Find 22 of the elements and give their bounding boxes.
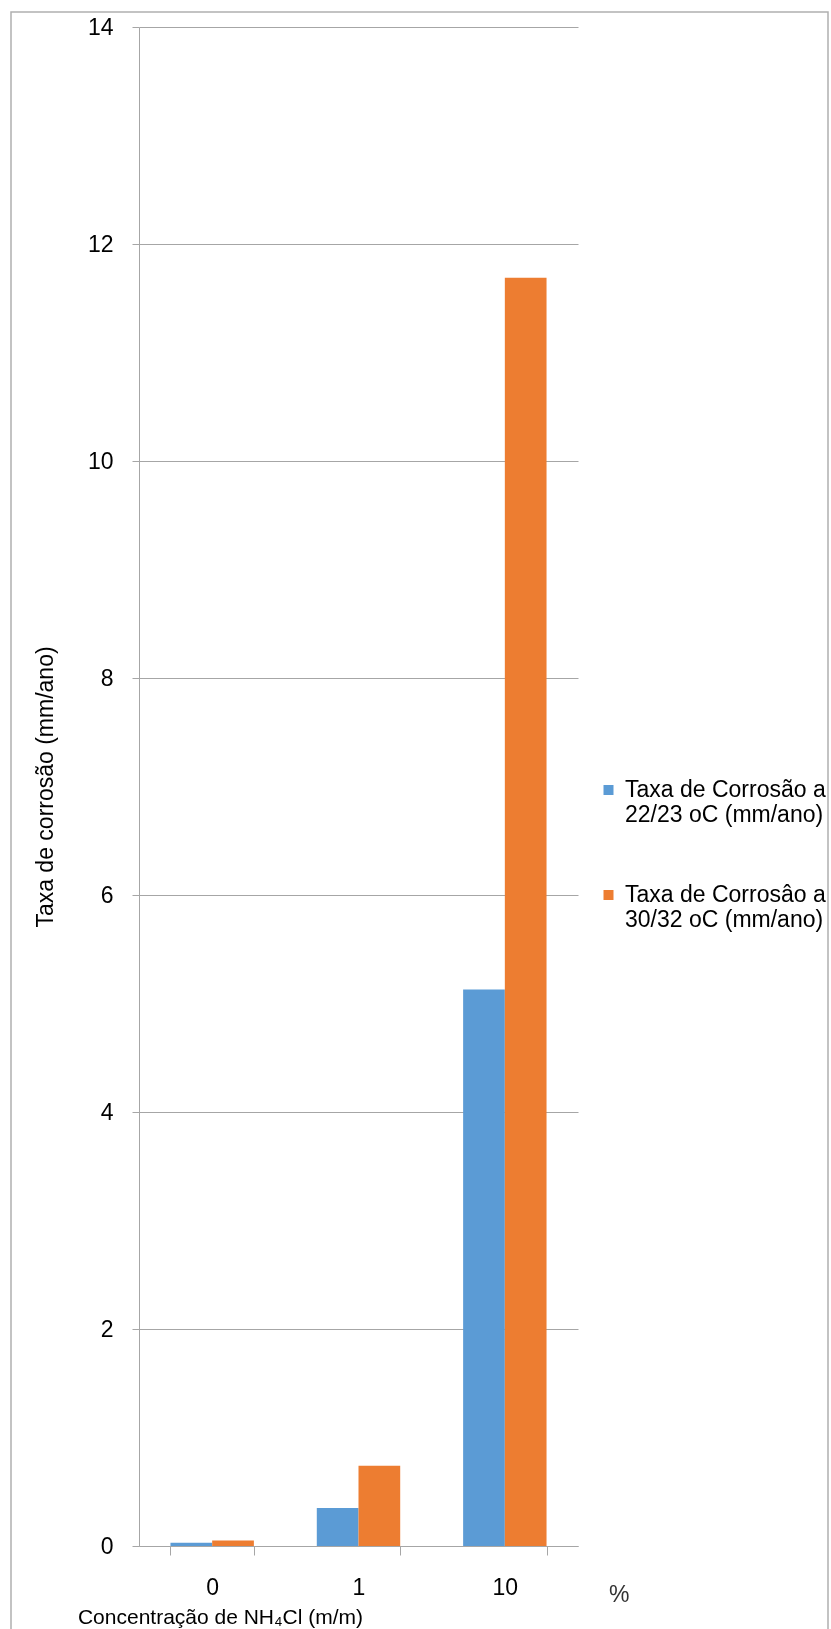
- legend-label: Taxa de Corrosâo a 30/32 oC (mm/ano): [625, 881, 826, 932]
- bar: [358, 1465, 401, 1546]
- x-tick-label: 1: [352, 1573, 366, 1600]
- y-tick-label: 8: [100, 664, 114, 691]
- bar: [316, 1508, 359, 1546]
- bar: [212, 1540, 254, 1546]
- x-tick-label: 10: [492, 1573, 519, 1600]
- x-tick-label: 0: [206, 1573, 220, 1600]
- y-tick-label: 4: [100, 1098, 114, 1125]
- y-tick-label: 14: [87, 13, 114, 40]
- y-tick-label: 2: [100, 1315, 114, 1342]
- legend-label: Taxa de Corrosão a 22/23 oC (mm/ano): [625, 776, 826, 827]
- y-axis-title: Taxa de corrosão (mm/ano): [31, 646, 58, 928]
- text: %: [609, 1581, 630, 1607]
- y-tick-label: 6: [100, 881, 114, 908]
- y-tick-label: 0: [100, 1532, 114, 1559]
- bar: [463, 989, 505, 1546]
- y-tick-label: 10: [87, 447, 114, 474]
- y-tick-label: 12: [87, 230, 114, 257]
- x-axis-title: Concentração de NH₄Cl (m/m): [77, 1604, 364, 1628]
- bar: [170, 1542, 213, 1546]
- bar: [504, 277, 547, 1546]
